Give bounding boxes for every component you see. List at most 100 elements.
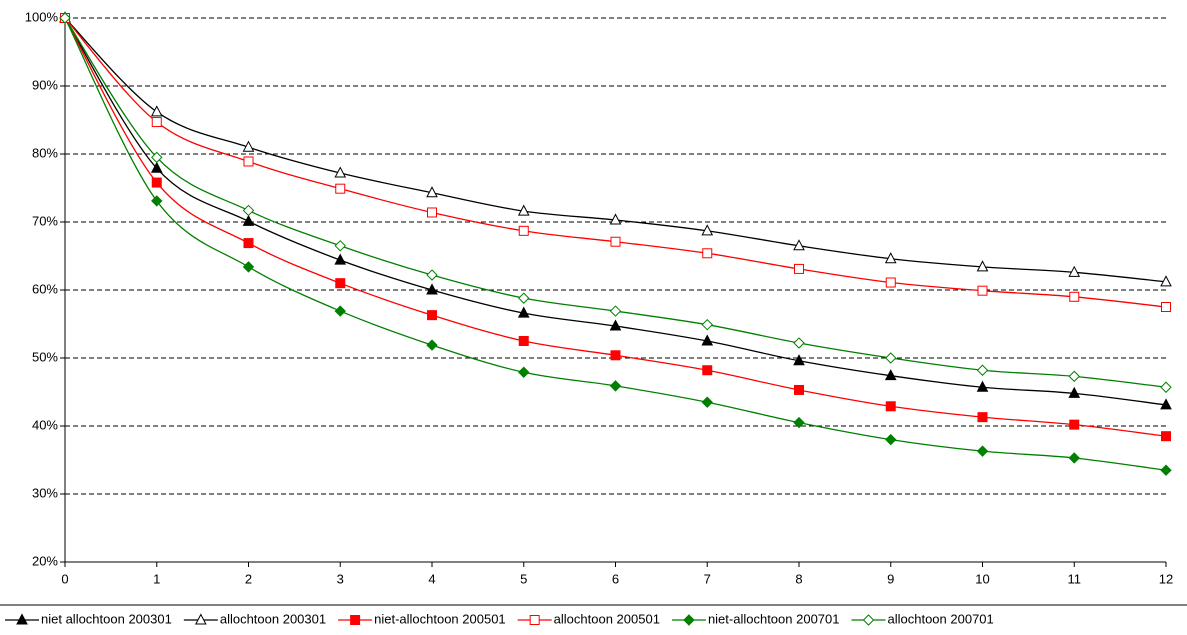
x-tick-label: 11 [1068,571,1082,586]
marker [976,364,989,376]
marker [884,252,897,264]
marker [151,177,162,188]
marker [518,336,529,346]
y-tick-label: 30% [32,485,58,500]
marker [885,433,897,446]
marker [701,334,714,346]
marker [885,401,896,412]
y-tick-label: 40% [32,417,58,432]
x-tick-label: 8 [795,571,802,586]
marker [794,384,804,395]
marker [976,380,989,392]
marker [793,354,805,366]
series-line [64,17,1167,406]
marker [427,207,437,218]
marker [242,261,255,273]
marker [518,366,530,378]
x-tick-label: 10 [975,571,989,586]
x-tick-label: 0 [61,571,68,586]
marker [243,238,254,249]
y-tick-label: 80% [32,145,58,160]
x-tick-label: 6 [612,571,619,586]
marker [701,318,713,331]
marker [242,214,255,226]
legend-marker [350,615,361,625]
x-tick-label: 1 [153,571,160,586]
x-tick-label: 5 [520,571,527,586]
marker [977,285,988,296]
marker [1160,381,1172,393]
marker [1160,398,1172,410]
marker [701,224,714,236]
x-tick-label: 2 [245,571,252,586]
marker [794,263,804,274]
legend-marker [16,613,28,625]
marker [334,166,347,178]
marker [427,310,437,321]
marker [426,339,438,351]
legend-label: allochtoon 200301 [220,611,326,626]
y-tick-label: 50% [32,349,58,364]
marker [610,236,621,247]
marker [517,306,530,318]
marker [702,248,713,259]
marker [1161,431,1171,442]
legend-marker [862,614,875,626]
legend-label: niet allochtoon 200301 [41,611,172,626]
marker [334,253,347,265]
series-line [64,17,1167,308]
marker [426,186,438,198]
marker [609,380,622,392]
marker [1069,291,1080,302]
marker [151,151,163,164]
y-tick-label: 70% [32,213,58,228]
marker [609,213,622,225]
marker [610,350,621,361]
marker [1069,419,1080,430]
legend-label: niet-allochtoon 200501 [374,611,506,626]
marker [1068,370,1080,383]
marker [1068,386,1081,398]
legend-marker [683,614,695,626]
marker [242,140,255,152]
x-tick-label: 3 [337,571,344,586]
marker [793,239,805,251]
marker [976,260,989,272]
marker [1161,302,1171,312]
marker [1160,464,1172,476]
y-tick-label: 60% [32,281,58,296]
marker [976,445,989,457]
legend-label: niet-allochtoon 200701 [708,611,840,626]
y-tick-label: 90% [32,77,58,92]
marker [885,352,897,364]
legend-label: allochtoon 200501 [554,611,660,626]
series-line [64,17,1167,388]
x-tick-label: 4 [428,571,435,586]
marker [426,283,438,295]
y-tick-label: 20% [32,553,58,568]
marker [335,183,346,194]
marker [517,204,530,216]
marker [609,319,622,331]
marker [885,277,896,288]
x-tick-label: 12 [1159,571,1173,586]
marker [702,365,713,376]
marker [518,225,529,236]
marker [1068,265,1081,277]
legend-marker [195,613,207,625]
marker [426,269,438,281]
x-tick-label: 7 [704,571,711,586]
y-tick-label: 100% [25,9,59,24]
marker [1068,452,1080,464]
marker [334,305,346,317]
marker [335,278,346,289]
marker [151,117,162,128]
marker [793,337,805,349]
marker [884,369,897,381]
marker [977,412,988,423]
marker [150,161,163,173]
marker [242,204,255,217]
x-tick-label: 9 [887,571,894,586]
marker [701,396,713,408]
